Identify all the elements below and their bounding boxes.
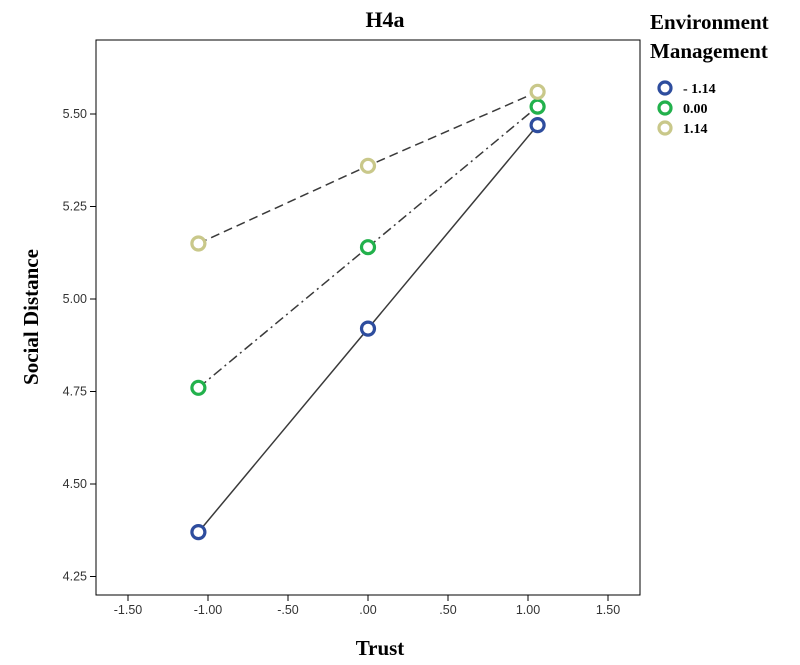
chart-title: H4a xyxy=(365,7,404,32)
x-tick-label: -.50 xyxy=(277,603,299,617)
y-tick-label: 4.75 xyxy=(63,385,87,399)
series-point-1 xyxy=(529,98,546,115)
series-point-1 xyxy=(190,379,207,396)
plot-frame xyxy=(95,39,641,596)
series-point-2 xyxy=(190,235,207,252)
x-tick-label: 1.50 xyxy=(596,603,620,617)
series-point-2 xyxy=(359,157,377,174)
series-point-0 xyxy=(190,523,207,541)
legend-title-line-2: Management xyxy=(650,39,768,63)
legend: Environment Management - 1.14 0.00 1.14 xyxy=(650,10,769,137)
legend-items: - 1.14 0.00 1.14 xyxy=(657,80,716,137)
y-tick-label: 5.25 xyxy=(63,200,87,214)
legend-marker xyxy=(657,100,673,116)
y-tick-label: 4.25 xyxy=(63,570,87,584)
x-tick-label: .00 xyxy=(359,603,376,617)
x-axis: -1.50 -1.00 -.50 .00 .50 1.00 1.50 xyxy=(114,595,620,617)
x-axis-label: Trust xyxy=(356,636,405,660)
legend-label: - 1.14 xyxy=(683,82,716,97)
legend-marker xyxy=(657,120,673,136)
series-point-2 xyxy=(529,83,546,100)
y-axis-label: Social Distance xyxy=(19,249,43,385)
legend-label: 0.00 xyxy=(683,102,708,117)
series-point-0 xyxy=(359,320,377,337)
series-point-0 xyxy=(529,116,546,134)
legend-title-line-1: Environment xyxy=(650,10,769,34)
x-tick-label: .50 xyxy=(439,603,456,617)
series-layer xyxy=(190,83,546,541)
x-tick-label: -1.00 xyxy=(194,603,223,617)
x-tick-label: 1.00 xyxy=(516,603,540,617)
series-point-1 xyxy=(359,239,377,256)
legend-label: 1.14 xyxy=(683,122,708,137)
y-axis: 4.25 4.50 4.75 5.00 5.25 5.50 xyxy=(63,107,96,584)
y-tick-label: 4.50 xyxy=(63,477,87,491)
y-tick-label: 5.50 xyxy=(63,107,87,121)
legend-marker xyxy=(657,80,673,96)
y-tick-label: 5.00 xyxy=(63,292,87,306)
x-tick-label: -1.50 xyxy=(114,603,143,617)
